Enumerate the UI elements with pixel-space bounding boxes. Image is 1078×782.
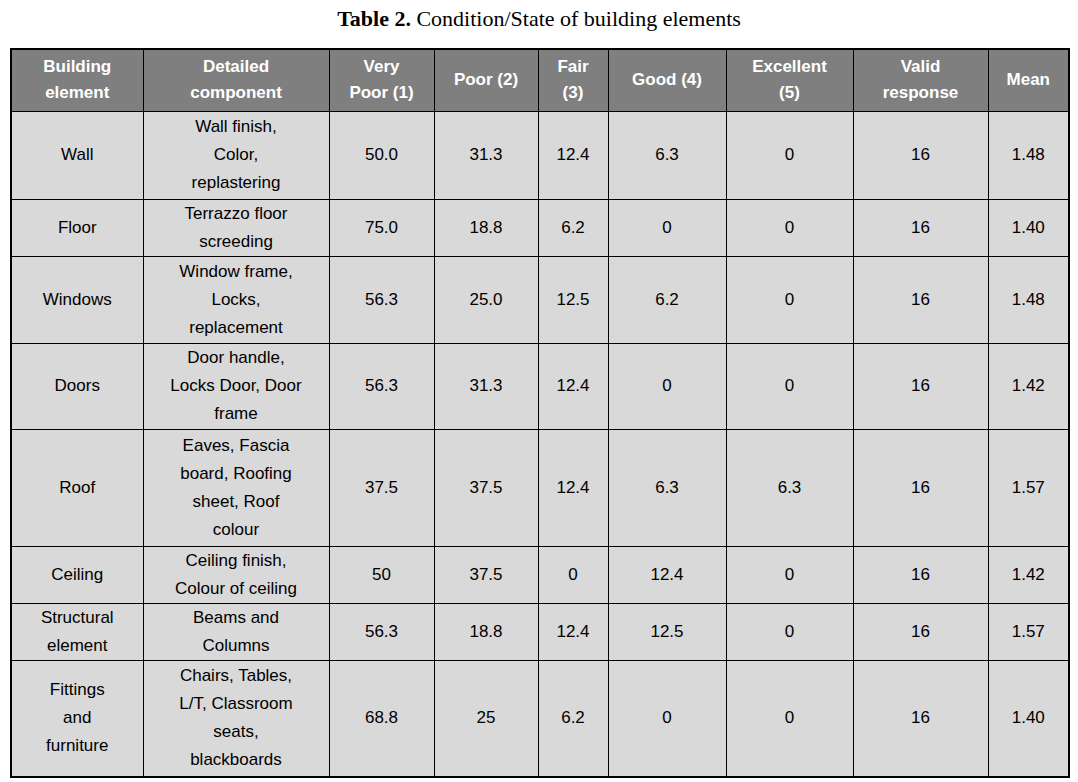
cell-good: 6.3	[608, 111, 726, 199]
cell-component: Eaves, Fascia board, Roofing sheet, Roof…	[143, 429, 329, 546]
cell-mean: 1.42	[988, 546, 1069, 603]
cell-element: Floor	[11, 199, 143, 256]
cell-fair: 0	[538, 546, 608, 603]
cell-poor: 37.5	[434, 546, 538, 603]
cell-poor: 31.3	[434, 111, 538, 199]
table-row-structural-element: Structural element Beams and Columns 56.…	[11, 603, 1069, 660]
table-row-floor: Floor Terrazzo floor screeding 75.0 18.8…	[11, 199, 1069, 256]
table-caption-label: Table 2.	[337, 6, 411, 31]
cell-valid-response: 16	[853, 343, 988, 429]
cell-mean: 1.48	[988, 111, 1069, 199]
cell-excellent: 0	[726, 546, 853, 603]
column-header-detailed-component: Detailed component	[143, 49, 329, 111]
cell-component: Chairs, Tables, L/T, Classroom seats, bl…	[143, 660, 329, 777]
table-row-wall: Wall Wall finish, Color, replastering 50…	[11, 111, 1069, 199]
table-row-fittings-and-furniture: Fittings and furniture Chairs, Tables, L…	[11, 660, 1069, 777]
cell-component: Terrazzo floor screeding	[143, 199, 329, 256]
column-header-excellent: Excellent (5)	[726, 49, 853, 111]
cell-component: Wall finish, Color, replastering	[143, 111, 329, 199]
cell-valid-response: 16	[853, 546, 988, 603]
cell-good: 6.3	[608, 429, 726, 546]
column-header-very-poor: Very Poor (1)	[329, 49, 434, 111]
cell-good: 0	[608, 343, 726, 429]
cell-poor: 25	[434, 660, 538, 777]
cell-very-poor: 56.3	[329, 343, 434, 429]
table-row-ceiling: Ceiling Ceiling finish, Colour of ceilin…	[11, 546, 1069, 603]
cell-fair: 12.4	[538, 343, 608, 429]
cell-valid-response: 16	[853, 603, 988, 660]
column-header-fair: Fair (3)	[538, 49, 608, 111]
cell-poor: 37.5	[434, 429, 538, 546]
header-row: Building element Detailed component Very…	[11, 49, 1069, 111]
building-elements-table: Building element Detailed component Very…	[10, 48, 1070, 778]
cell-element: Structural element	[11, 603, 143, 660]
table-caption-text: Condition/State of building elements	[411, 6, 741, 31]
column-header-building-element: Building element	[11, 49, 143, 111]
cell-poor: 18.8	[434, 199, 538, 256]
cell-poor: 31.3	[434, 343, 538, 429]
cell-component: Beams and Columns	[143, 603, 329, 660]
cell-element: Doors	[11, 343, 143, 429]
table-row-doors: Doors Door handle, Locks Door, Door fram…	[11, 343, 1069, 429]
table-row-roof: Roof Eaves, Fascia board, Roofing sheet,…	[11, 429, 1069, 546]
cell-excellent: 0	[726, 603, 853, 660]
cell-component: Ceiling finish, Colour of ceiling	[143, 546, 329, 603]
cell-fair: 6.2	[538, 660, 608, 777]
cell-fair: 12.5	[538, 256, 608, 343]
cell-good: 0	[608, 199, 726, 256]
cell-poor: 18.8	[434, 603, 538, 660]
column-header-good: Good (4)	[608, 49, 726, 111]
cell-excellent: 6.3	[726, 429, 853, 546]
cell-component: Door handle, Locks Door, Door frame	[143, 343, 329, 429]
cell-component: Window frame, Locks, replacement	[143, 256, 329, 343]
cell-fair: 12.4	[538, 429, 608, 546]
page: Table 2. Condition/State of building ele…	[0, 0, 1078, 782]
cell-mean: 1.57	[988, 429, 1069, 546]
cell-good: 0	[608, 660, 726, 777]
cell-excellent: 0	[726, 199, 853, 256]
cell-mean: 1.57	[988, 603, 1069, 660]
cell-mean: 1.48	[988, 256, 1069, 343]
cell-mean: 1.40	[988, 199, 1069, 256]
cell-valid-response: 16	[853, 660, 988, 777]
cell-very-poor: 50.0	[329, 111, 434, 199]
cell-good: 12.4	[608, 546, 726, 603]
cell-very-poor: 68.8	[329, 660, 434, 777]
cell-mean: 1.40	[988, 660, 1069, 777]
cell-valid-response: 16	[853, 199, 988, 256]
cell-valid-response: 16	[853, 429, 988, 546]
cell-very-poor: 75.0	[329, 199, 434, 256]
cell-fair: 6.2	[538, 199, 608, 256]
cell-mean: 1.42	[988, 343, 1069, 429]
column-header-mean: Mean	[988, 49, 1069, 111]
cell-very-poor: 37.5	[329, 429, 434, 546]
cell-fair: 12.4	[538, 111, 608, 199]
cell-very-poor: 56.3	[329, 603, 434, 660]
column-header-valid-response: Valid response	[853, 49, 988, 111]
cell-element: Wall	[11, 111, 143, 199]
cell-element: Windows	[11, 256, 143, 343]
table-caption: Table 2. Condition/State of building ele…	[0, 6, 1078, 32]
cell-excellent: 0	[726, 660, 853, 777]
cell-valid-response: 16	[853, 111, 988, 199]
cell-very-poor: 50	[329, 546, 434, 603]
cell-excellent: 0	[726, 111, 853, 199]
cell-element: Roof	[11, 429, 143, 546]
column-header-poor: Poor (2)	[434, 49, 538, 111]
cell-good: 6.2	[608, 256, 726, 343]
table-row-windows: Windows Window frame, Locks, replacement…	[11, 256, 1069, 343]
cell-fair: 12.4	[538, 603, 608, 660]
cell-good: 12.5	[608, 603, 726, 660]
cell-very-poor: 56.3	[329, 256, 434, 343]
cell-poor: 25.0	[434, 256, 538, 343]
cell-element: Ceiling	[11, 546, 143, 603]
cell-valid-response: 16	[853, 256, 988, 343]
cell-excellent: 0	[726, 343, 853, 429]
cell-element: Fittings and furniture	[11, 660, 143, 777]
cell-excellent: 0	[726, 256, 853, 343]
